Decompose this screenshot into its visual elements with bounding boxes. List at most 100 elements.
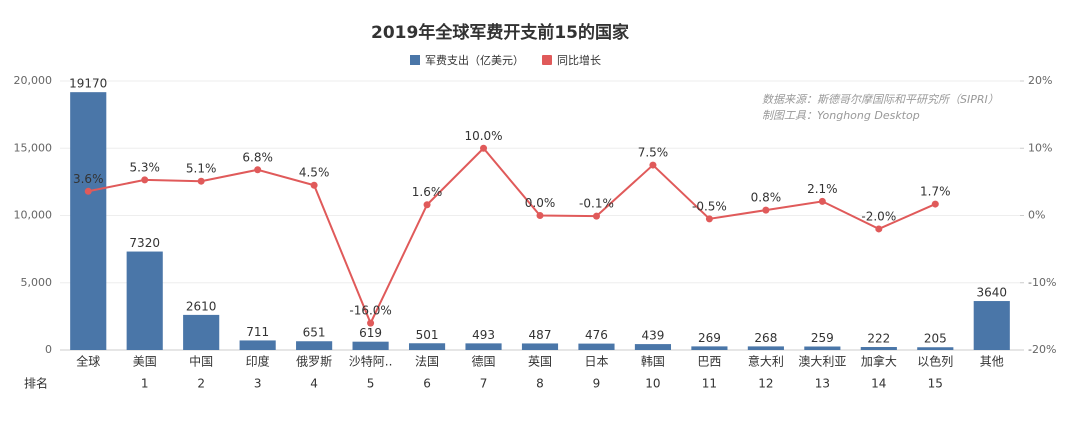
bar xyxy=(408,343,446,350)
x-tick-label: 巴西 xyxy=(697,355,721,369)
point xyxy=(818,197,826,205)
rank: 15 xyxy=(928,377,943,391)
legend-label: 同比增长 xyxy=(557,53,601,67)
x-tick-label: 美国 xyxy=(133,355,157,369)
line-label: -2.0% xyxy=(861,209,896,223)
rank: 7 xyxy=(480,377,488,391)
annotation: 制图工具：Yonghong Desktop xyxy=(762,109,920,122)
x-tick-label: 其他 xyxy=(980,355,1004,369)
bar-label: 7320 xyxy=(129,236,160,250)
line-label: 10.0% xyxy=(464,129,502,143)
point xyxy=(254,166,262,174)
rank: 3 xyxy=(254,377,262,391)
y2-tick-label: -10% xyxy=(1028,276,1056,289)
line-label: 2.1% xyxy=(807,182,838,196)
bar-label: 493 xyxy=(472,328,495,342)
rank: 8 xyxy=(536,377,544,391)
line-label: 5.3% xyxy=(129,160,160,174)
line-label: 3.6% xyxy=(73,172,104,186)
y-tick-label: 10,000 xyxy=(14,209,53,222)
point xyxy=(141,176,149,184)
line-label: 6.8% xyxy=(242,150,273,164)
x-tick-label: 韩国 xyxy=(641,354,665,369)
x-tick-label: 意大利 xyxy=(748,354,784,369)
x-tick-label: 英国 xyxy=(528,355,552,369)
line-label: 0.0% xyxy=(525,196,556,210)
line-label: -16.0% xyxy=(349,304,391,318)
bar xyxy=(126,251,163,350)
bar-label: 259 xyxy=(811,331,834,345)
bar xyxy=(973,301,1010,350)
rank: 11 xyxy=(702,377,717,391)
rank: 9 xyxy=(593,377,601,391)
line-label: 1.6% xyxy=(412,185,443,199)
point xyxy=(480,144,488,152)
x-tick-label: 俄罗斯 xyxy=(296,355,332,369)
bar-label: 2610 xyxy=(186,299,217,313)
legend-label: 军费支出（亿美元） xyxy=(425,53,524,67)
bar xyxy=(804,346,841,350)
rank: 6 xyxy=(423,377,431,391)
rank-label: 排名 xyxy=(24,376,48,391)
x-tick-label: 德国 xyxy=(472,354,496,369)
line-label: 1.7% xyxy=(920,185,951,199)
line-label: 5.1% xyxy=(186,162,217,176)
chart-title: 2019年全球军费开支前15的国家 xyxy=(371,22,629,43)
bar xyxy=(691,346,728,350)
bar xyxy=(747,346,784,350)
y-tick-label: 0 xyxy=(45,343,52,356)
rank: 14 xyxy=(871,377,886,391)
bar xyxy=(860,347,897,350)
x-tick-label: 澳大利亚 xyxy=(798,355,846,369)
x-tick-label: 沙特阿.. xyxy=(349,354,393,369)
point xyxy=(423,201,431,209)
y2-tick-label: 10% xyxy=(1028,141,1052,154)
rank: 2 xyxy=(197,377,205,391)
bar xyxy=(239,340,276,350)
bar xyxy=(183,314,220,350)
bar xyxy=(70,92,107,350)
point xyxy=(197,177,205,185)
y-tick-label: 5,000 xyxy=(21,276,53,289)
bar-label: 268 xyxy=(754,331,777,345)
bar-label: 205 xyxy=(924,332,947,346)
x-tick-label: 法国 xyxy=(415,355,439,369)
bar-label: 487 xyxy=(529,328,552,342)
rank: 5 xyxy=(367,377,375,391)
bar xyxy=(296,341,333,350)
line-label: 4.5% xyxy=(299,166,330,180)
rank: 12 xyxy=(758,377,773,391)
bar xyxy=(465,343,502,350)
line xyxy=(88,146,936,326)
bar xyxy=(352,341,389,350)
rank: 10 xyxy=(645,377,660,391)
y2-tick-label: 0% xyxy=(1028,209,1045,222)
bar-label: 651 xyxy=(303,326,326,340)
legend-swatch xyxy=(410,55,420,65)
point xyxy=(310,181,318,189)
x-tick-label: 以色列 xyxy=(917,355,953,369)
bar-label: 439 xyxy=(641,329,664,343)
point xyxy=(875,225,883,233)
x-tick-label: 加拿大 xyxy=(861,354,897,369)
line-label: -0.1% xyxy=(579,197,614,211)
point xyxy=(705,215,713,223)
bar-label: 619 xyxy=(359,326,382,340)
rank: 1 xyxy=(141,377,149,391)
x-tick-label: 全球 xyxy=(76,354,100,369)
bar xyxy=(521,343,559,350)
bar-label: 19170 xyxy=(69,77,107,91)
line-label: 0.8% xyxy=(751,191,782,205)
y-tick-label: 20,000 xyxy=(14,74,53,87)
point xyxy=(84,187,92,195)
point xyxy=(762,206,770,214)
line-label: 7.5% xyxy=(638,146,669,160)
x-tick-label: 印度 xyxy=(246,354,270,369)
y2-tick-label: -20% xyxy=(1028,343,1056,356)
bar-label: 222 xyxy=(867,332,890,346)
point xyxy=(367,319,375,327)
annotation: 数据来源：斯德哥尔摩国际和平研究所（SIPRI） xyxy=(762,93,999,106)
bar xyxy=(634,344,672,350)
point xyxy=(536,212,544,219)
